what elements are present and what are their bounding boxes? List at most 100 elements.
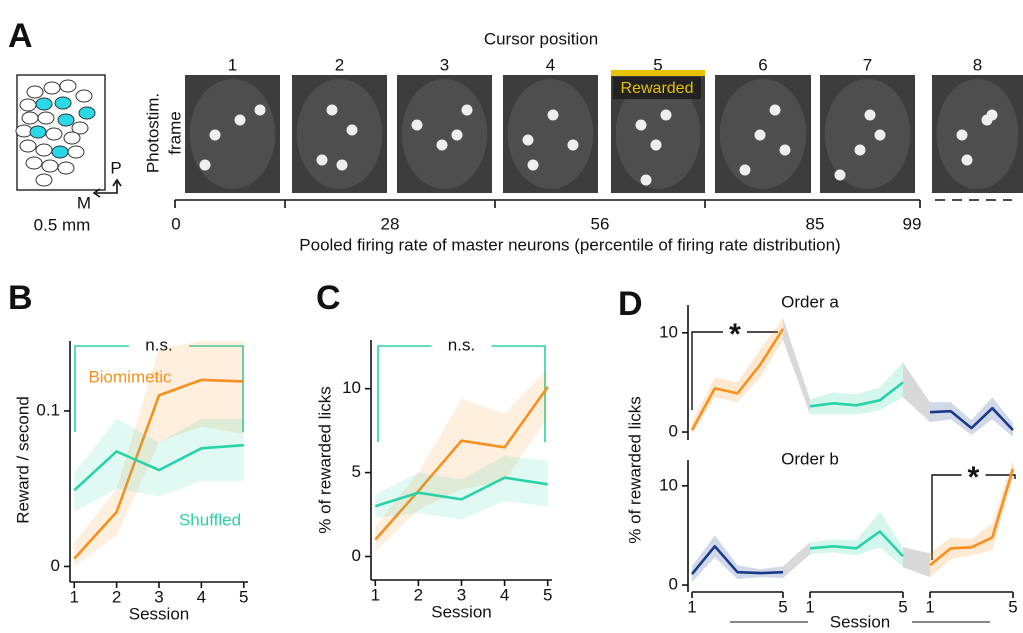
frame-glow <box>936 79 1019 189</box>
neuron <box>21 111 39 125</box>
transition <box>783 317 810 415</box>
y-tick-label: 10 <box>659 475 678 494</box>
stim-spot <box>326 104 338 116</box>
stim-spot <box>436 139 448 151</box>
stim-spot <box>461 104 473 116</box>
annotation: * <box>968 461 980 494</box>
subplot-title: Order b <box>781 449 839 468</box>
series-line <box>73 443 244 492</box>
cursor-position: 6 <box>758 55 767 74</box>
stim-spot <box>336 159 348 171</box>
annotation: n.s. <box>448 335 475 354</box>
neuron <box>78 106 96 120</box>
x-tick-label: 5 <box>239 587 248 606</box>
cursor-position: 1 <box>228 55 237 74</box>
neuron <box>29 125 47 139</box>
neuron <box>25 156 43 170</box>
reward-box <box>613 77 701 99</box>
scale-label: 0.5 mm <box>34 215 91 234</box>
y-tick-label: 0 <box>669 575 678 594</box>
stim-spot <box>961 154 973 166</box>
x-tick-label: 1 <box>687 597 696 616</box>
series-line <box>690 328 785 431</box>
stim-spot <box>254 104 266 116</box>
axis-label: Pooled firing rate of master neurons (pe… <box>299 235 840 254</box>
transition <box>903 547 930 578</box>
bracket <box>931 474 1016 560</box>
panel-title: Cursor position <box>484 29 598 48</box>
stim-spot <box>739 164 751 176</box>
series-line <box>929 468 1015 567</box>
y-tick-label: 5 <box>352 462 361 481</box>
transition <box>783 542 810 579</box>
stim-spot <box>769 104 781 116</box>
axis-tick-label: 0 <box>171 214 180 233</box>
frame-glow <box>189 79 276 189</box>
x-tick-label: 5 <box>1008 597 1017 616</box>
stim-spot <box>864 109 876 121</box>
x-tick-label: 5 <box>898 597 907 616</box>
frame-label-line: Photostim. <box>143 93 162 173</box>
stim-spot <box>316 154 328 166</box>
x-tick-label: 5 <box>543 585 552 604</box>
axis-tick-label: 56 <box>591 214 610 233</box>
bracket <box>691 331 778 410</box>
neuron <box>35 173 53 187</box>
y-axis-label: Reward / second <box>13 396 32 524</box>
stim-spot <box>234 114 246 126</box>
x-tick-label: 1 <box>805 597 814 616</box>
series-line <box>690 545 784 575</box>
stim-spot <box>209 129 221 141</box>
neuron <box>26 85 44 99</box>
stim-spot <box>567 139 579 151</box>
neuron <box>35 97 53 111</box>
y-tick-label: 0 <box>51 556 60 575</box>
cursor-position: 5 <box>653 55 662 74</box>
x-tick-label: 2 <box>414 585 423 604</box>
frame-label: Photostim. frame <box>143 93 184 173</box>
orientation-label: P <box>110 158 121 177</box>
panel-letter: D <box>618 285 643 323</box>
bracket <box>74 345 244 432</box>
frame-label-line: frame <box>165 111 184 154</box>
y-axis-label: % of rewarded licks <box>625 396 644 543</box>
cursor-position: 7 <box>863 55 872 74</box>
y-tick-label: 0 <box>669 422 678 441</box>
stim-spot <box>547 109 559 121</box>
series-label: Shuffled <box>179 510 241 529</box>
stim-spot <box>754 129 766 141</box>
neuron <box>43 81 61 95</box>
stim-spot <box>199 159 211 171</box>
x-tick-label: 1 <box>925 597 934 616</box>
x-axis-label: Session <box>431 602 491 621</box>
cursor-position: 8 <box>973 55 982 74</box>
x-tick-label: 3 <box>154 587 163 606</box>
stim-spot <box>527 159 539 171</box>
x-tick-label: 4 <box>500 585 509 604</box>
frame-glow <box>824 79 911 189</box>
error-band <box>375 368 548 552</box>
frame-glow <box>401 79 488 189</box>
series-line <box>809 381 904 408</box>
x-tick-label: 5 <box>778 597 787 616</box>
stim-spot <box>874 129 886 141</box>
neuron <box>67 145 85 159</box>
reward-bar <box>611 70 705 76</box>
axis-tick-label: 85 <box>806 214 825 233</box>
cursor-position: 3 <box>440 55 449 74</box>
transition <box>903 362 930 423</box>
y-tick-label: 0.1 <box>36 400 60 419</box>
stim-spot <box>986 109 998 121</box>
stim-spot <box>956 129 968 141</box>
frame-glow <box>296 79 383 189</box>
x-axis-label: Session <box>129 604 189 623</box>
y-axis-label: % of rewarded licks <box>315 386 334 533</box>
cursor-position: 2 <box>335 55 344 74</box>
axis-tick-label: 99 <box>903 214 922 233</box>
subplot-title: Order a <box>781 292 839 311</box>
stim-spot <box>411 119 423 131</box>
orientation-label: M <box>77 193 91 212</box>
neuron-map <box>15 79 96 187</box>
series-line <box>374 476 548 508</box>
series-line <box>73 378 244 560</box>
